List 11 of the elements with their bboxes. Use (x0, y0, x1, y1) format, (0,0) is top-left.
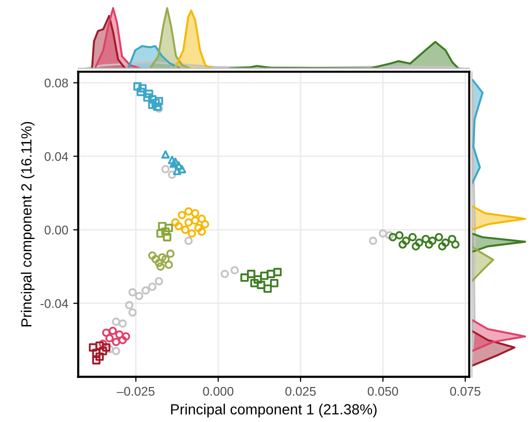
x-tick-label: –0.025 (116, 386, 154, 396)
y-tick-label: 0.04 (44, 152, 68, 161)
y-tick-label: -0.04 (40, 299, 68, 308)
y-tick-label: 0.00 (44, 226, 68, 234)
y-axis-title: Principal component 2 (16.11%) (20, 122, 34, 326)
x-tick-label: 0.025 (285, 386, 316, 396)
y-tick-label: 0.08 (44, 78, 68, 88)
x-tick-label: 0.000 (203, 386, 234, 396)
x-tick-label: 0.050 (368, 386, 398, 396)
x-axis-title: Principal component 1 (21.38%) (171, 404, 377, 418)
x-tick-label: 0.075 (450, 386, 480, 396)
